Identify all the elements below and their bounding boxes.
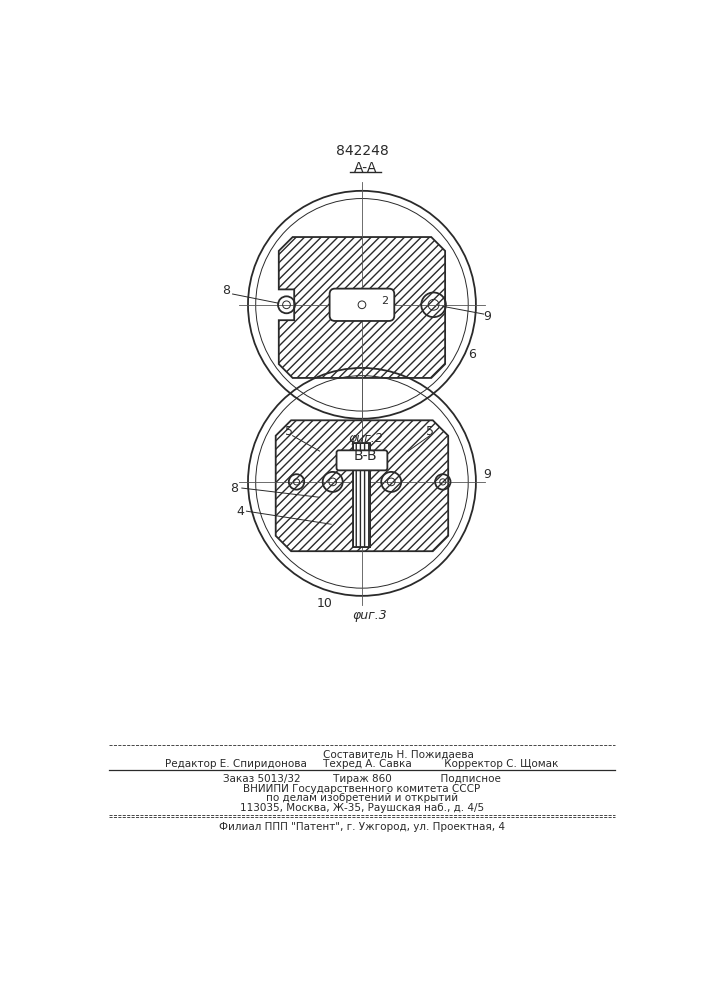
Text: 113035, Москва, Ж-35, Раушская наб., д. 4/5: 113035, Москва, Ж-35, Раушская наб., д. … [240, 803, 484, 813]
Text: 5: 5 [285, 425, 293, 438]
Text: 8: 8 [223, 284, 230, 297]
Text: 6: 6 [468, 348, 476, 361]
Text: 9: 9 [484, 468, 491, 481]
Text: 10: 10 [317, 597, 333, 610]
Text: Составитель Н. Пожидаева: Составитель Н. Пожидаева [322, 749, 474, 759]
Text: 4: 4 [236, 505, 244, 518]
Text: φuг.3: φuг.3 [352, 609, 387, 622]
Text: ВНИИПИ Государственного комитета СССР: ВНИИПИ Государственного комитета СССР [243, 784, 481, 794]
Bar [354, 443, 370, 547]
Text: B-B: B-B [354, 449, 378, 463]
Text: 2: 2 [382, 296, 389, 306]
Polygon shape [276, 420, 448, 551]
Text: Заказ 5013/32          Тираж 860               Подписное: Заказ 5013/32 Тираж 860 Подписное [223, 774, 501, 784]
Text: 9: 9 [484, 310, 491, 323]
Text: по делам изобретений и открытий: по делам изобретений и открытий [266, 793, 458, 803]
Text: 5: 5 [426, 425, 433, 438]
Text: 8: 8 [230, 482, 238, 495]
FancyBboxPatch shape [329, 289, 395, 321]
Text: Филиал ППП "Патент", г. Ужгород, ул. Проектная, 4: Филиал ППП "Патент", г. Ужгород, ул. Про… [219, 822, 505, 832]
Bar [354, 443, 370, 547]
FancyBboxPatch shape [337, 450, 387, 470]
Polygon shape [279, 237, 445, 378]
Text: 842248: 842248 [336, 144, 388, 158]
Text: φuг.2: φuг.2 [349, 432, 383, 445]
Text: Редактор Е. Спиридонова     Техред А. Савка          Корректор С. Щомак: Редактор Е. Спиридонова Техред А. Савка … [165, 759, 559, 769]
Text: A-A: A-A [354, 161, 378, 175]
